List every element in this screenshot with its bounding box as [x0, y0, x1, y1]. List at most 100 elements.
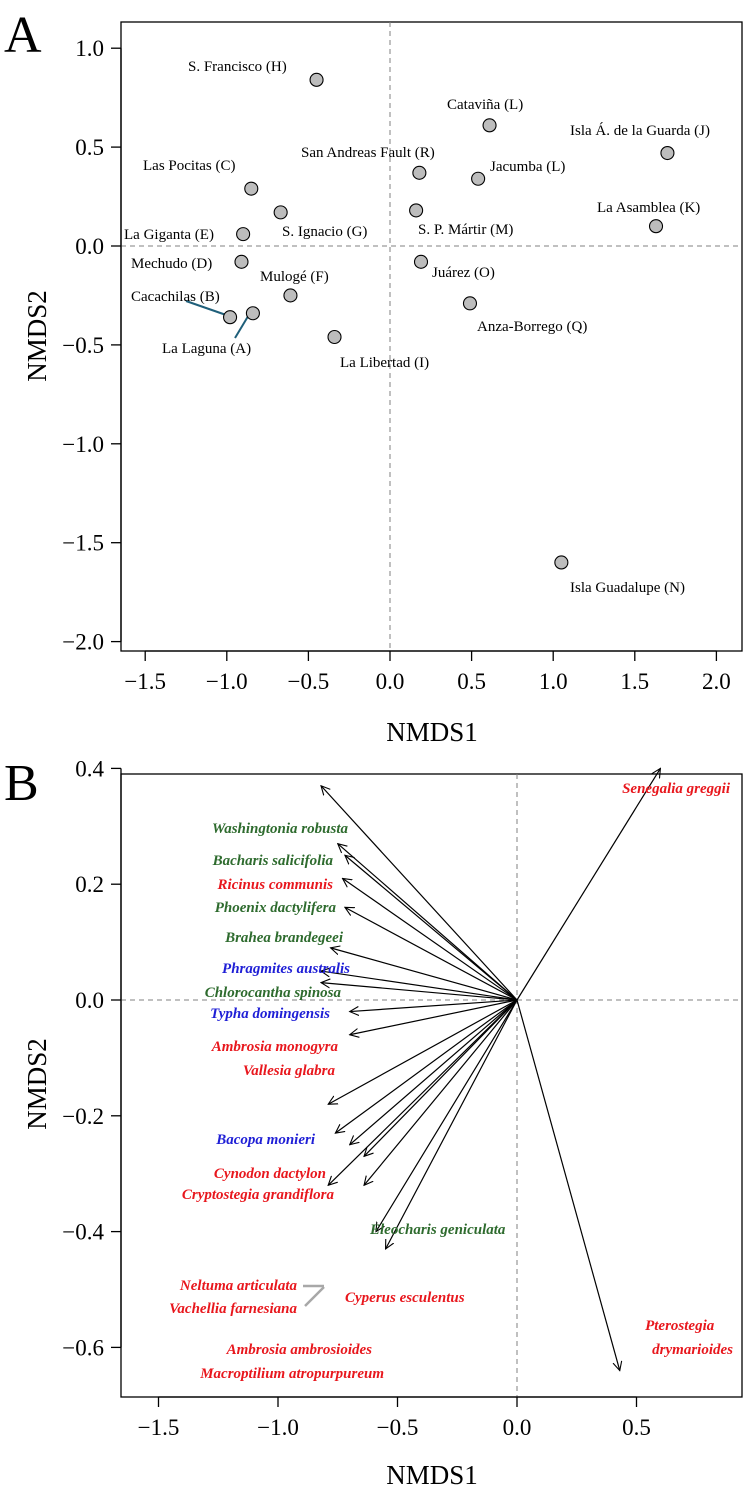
leader-neltuma-vachellia-diag — [304, 1286, 325, 1307]
point-catavina-l — [482, 118, 497, 133]
leader-cacachilas — [185, 300, 230, 317]
panel-b: B −1.5 −1.0 −0.5 0.0 0.5 0.4 0.2 0.0 −0.2 −0.4 −0… — [4, 755, 743, 1490]
point-anza-borrego-q — [462, 296, 478, 311]
vector-typha-domingensis — [321, 983, 518, 1001]
point-la-asamblea-k — [648, 219, 664, 234]
panel-b-y-tick-label: 0.2 — [75, 872, 104, 897]
panel-a-site-labels: S. Francisco (H) Cataviña (L) Isla Á. de… — [124, 59, 710, 596]
site-label-la-asamblea: La Asamblea (K) — [597, 200, 700, 216]
site-label-catavina: Cataviña (L) — [447, 97, 523, 113]
vector-bacopa-monieri — [328, 999, 518, 1104]
point-san-andreas-fault-r — [412, 165, 427, 180]
species-label-typha-domingensis: Typha domingensis — [210, 1006, 330, 1022]
panel-a-y-tick-label: −1.5 — [62, 531, 104, 556]
point-muloge-f — [283, 288, 298, 303]
species-label-chlorocantha-spinosa: Chlorocantha spinosa — [205, 985, 342, 1001]
species-label-pterostegia-line: Pterostegia — [645, 1318, 715, 1334]
panel-a-y-tick-label: −2.0 — [62, 630, 104, 655]
panel-b-vectors — [321, 768, 660, 1370]
species-label-drymarioides-line: drymarioides — [652, 1342, 733, 1358]
panel-a-x-tick-label: 1.5 — [620, 669, 649, 694]
point-la-libertad-i — [327, 329, 342, 345]
species-label-pterostegia-drymarioides: Pterostegia drymarioides — [645, 1318, 733, 1358]
point-cacachilas-b — [223, 310, 238, 325]
panel-a-x-tick-label: 1.0 — [539, 669, 568, 694]
vector-ambrosia-ambrosioides — [376, 999, 518, 1232]
vector-macroptilium-atropurpureum — [386, 999, 518, 1249]
site-label-s-francisco: S. Francisco (H) — [188, 59, 287, 75]
species-label-phragmites-australis: Phragmites australis — [222, 961, 350, 977]
site-label-la-laguna: La Laguna (A) — [162, 341, 251, 357]
point-la-laguna-a — [245, 306, 260, 321]
panel-b-x-axis-title: NMDS1 — [386, 1460, 478, 1490]
panel-a-frame — [120, 21, 743, 652]
site-label-san-andreas-fault: San Andreas Fault (R) — [301, 145, 435, 161]
species-label-phoenix-dactylifera: Phoenix dactylifera — [215, 900, 337, 916]
site-label-mechudo: Mechudo (D) — [131, 256, 212, 272]
panel-b-x-axis: −1.5 −1.0 −0.5 0.0 0.5 — [138, 1396, 651, 1440]
species-label-cynodon-dactylon: Cynodon dactylon — [214, 1166, 326, 1182]
panel-a-y-tick-label: −0.5 — [62, 333, 104, 358]
panel-a-x-tick-label: −1.5 — [124, 669, 166, 694]
point-la-giganta-e — [236, 227, 251, 242]
panel-b-x-tick-label: 0.5 — [622, 1415, 651, 1440]
panel-a-y-tick-label: −1.0 — [62, 432, 104, 457]
panel-a: A −1.5 −1.0 −0.5 0.0 0.5 1.0 1.5 2.0 1.0 0.5 0.0 −… — [4, 7, 743, 747]
panel-b-x-tick-label: 0.0 — [503, 1415, 532, 1440]
species-label-washingtonia-robusta: Washingtonia robusta — [212, 821, 349, 837]
species-label-macroptilium-atropurpureum: Macroptilium atropurpureum — [199, 1366, 384, 1382]
species-label-eleocharis-geniculata: Eleocharis geniculata — [369, 1222, 506, 1238]
site-label-anza-borrego: Anza-Borrego (Q) — [477, 319, 587, 335]
panel-a-x-tick-label: −0.5 — [288, 669, 330, 694]
panel-a-y-tick-label: 0.0 — [75, 234, 104, 259]
species-label-vallesia-glabra: Vallesia glabra — [243, 1063, 336, 1079]
vector-cyperus-esculentus — [364, 999, 518, 1185]
panel-a-letter: A — [4, 7, 42, 64]
panel-b-species-labels: Washingtonia robusta Senegalia greggii B… — [169, 781, 733, 1382]
panel-b-y-axis-title: NMDS2 — [22, 1038, 52, 1130]
vector-ricinus-communis — [345, 855, 518, 1001]
point-las-pocitas-c — [244, 181, 259, 196]
vector-cryptostegia-grandiflora — [350, 999, 518, 1145]
panel-b-y-tick-label: −0.6 — [62, 1335, 104, 1360]
panel-a-y-tick-label: 0.5 — [75, 135, 104, 160]
species-label-brahea-brandegeei: Brahea brandegeei — [224, 930, 344, 946]
panel-b-y-tick-label: 0.4 — [75, 756, 104, 781]
site-label-jacumba: Jacumba (L) — [490, 159, 565, 175]
panel-a-x-tick-label: 2.0 — [702, 669, 731, 694]
vector-eleocharis-geniculata — [364, 999, 518, 1156]
vector-phragmites-australis — [331, 948, 518, 1001]
species-label-bacopa-monieri: Bacopa monieri — [215, 1132, 316, 1148]
vector-neltuma-articulata — [328, 999, 518, 1185]
vector-senegalia-greggii — [516, 768, 660, 1001]
species-label-ricinus-communis: Ricinus communis — [217, 877, 334, 893]
panel-b-y-tick-label: −0.2 — [62, 1104, 104, 1129]
panel-a-x-tick-label: 0.0 — [376, 669, 405, 694]
species-label-vachellia-farnesiana: Vachellia farnesiana — [169, 1301, 297, 1317]
species-label-cryptostegia-grandiflora: Cryptostegia grandiflora — [182, 1187, 335, 1203]
species-label-ambrosia-monogyra: Ambrosia monogyra — [211, 1039, 339, 1055]
panel-a-y-tick-label: 1.0 — [75, 36, 104, 61]
point-s-francisco-h — [309, 72, 324, 87]
site-label-las-pocitas: Las Pocitas (C) — [143, 158, 235, 174]
point-s-ignacio-g — [273, 205, 288, 220]
panel-b-x-tick-label: −1.5 — [138, 1415, 180, 1440]
site-label-s-ignacio: S. Ignacio (G) — [282, 224, 367, 240]
site-label-s-p-martir: S. P. Mártir (M) — [418, 222, 513, 238]
panel-a-x-tick-label: 0.5 — [457, 669, 486, 694]
panel-b-y-tick-label: −0.4 — [62, 1220, 104, 1245]
species-label-senegalia-greggii: Senegalia greggii — [622, 781, 731, 797]
point-mechudo-d — [234, 254, 249, 269]
vector-ambrosia-monogyra — [350, 999, 518, 1012]
panel-a-y-axis: 1.0 0.5 0.0 −0.5 −1.0 −1.5 −2.0 — [62, 36, 122, 655]
panel-b-letter: B — [4, 755, 39, 812]
vector-vallesia-glabra — [350, 999, 518, 1035]
site-label-juarez: Juárez (O) — [432, 265, 495, 281]
site-label-isla-guadalupe: Isla Guadalupe (N) — [570, 580, 685, 596]
panel-a-points — [223, 72, 675, 570]
site-label-muloge: Mulogé (F) — [260, 269, 329, 285]
point-isla-a-de-la-guarda-j — [660, 145, 675, 161]
vector-washingtonia-robusta — [321, 786, 518, 1001]
species-label-bacharis-salicifolia: Bacharis salicifolia — [212, 853, 334, 869]
